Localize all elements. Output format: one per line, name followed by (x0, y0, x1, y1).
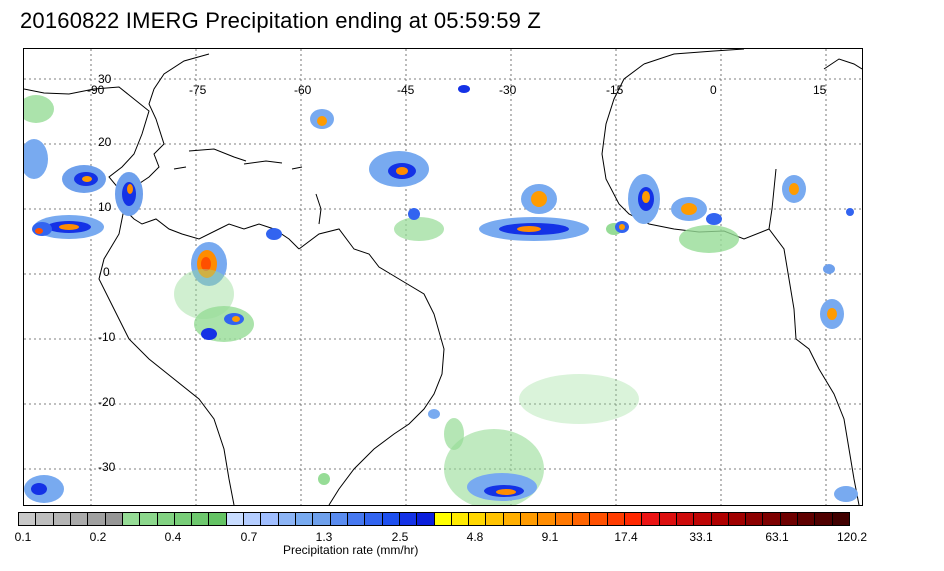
colorbar-tick: 0.1 (14, 530, 32, 544)
colorbar-swatch (244, 513, 262, 525)
colorbar-swatch (486, 513, 504, 525)
colorbar-swatch (728, 513, 747, 525)
colorbar-swatch (330, 513, 348, 525)
colorbar-swatch (573, 513, 591, 525)
colorbar-swatch (88, 513, 106, 525)
colorbar-swatch (434, 513, 452, 525)
colorbar-swatch (763, 513, 781, 525)
colorbar-tick: 0.7 (240, 530, 258, 544)
lat-label: 10 (98, 200, 112, 214)
colorbar-swatch (36, 513, 54, 525)
colorbar-tick: 17.4 (614, 530, 638, 544)
lat-label: 20 (98, 135, 112, 149)
colorbar-tick: 9.1 (541, 530, 559, 544)
lon-label: 15 (813, 83, 827, 97)
map-canvas: -90 -75 -60 -45 -30 -15 0 15 30 20 10 0 … (24, 49, 862, 505)
colorbar-title: Precipitation rate (mm/hr) (283, 543, 419, 557)
lat-label: -10 (98, 330, 116, 344)
colorbar-swatch (676, 513, 695, 525)
colorbar-tick: 1.3 (315, 530, 333, 544)
colorbar-swatch (503, 513, 522, 525)
colorbar-swatch (469, 513, 487, 525)
colorbar-swatch (19, 513, 37, 525)
latitude-labels: 30 20 10 0 -10 -20 -30 (98, 72, 116, 474)
colorbar-swatch (659, 513, 677, 525)
colorbar-tick-labels: 0.1 0.2 0.4 0.7 1.3 2.5 4.8 9.1 17.4 33.… (0, 530, 944, 546)
colorbar-swatch (209, 513, 227, 525)
colorbar-swatch (226, 513, 245, 525)
colorbar-swatch (122, 513, 141, 525)
lat-label: -30 (98, 460, 116, 474)
lat-label: -20 (98, 395, 116, 409)
colorbar-swatch (382, 513, 400, 525)
colorbar-swatch (347, 513, 366, 525)
lon-label: -30 (499, 83, 517, 97)
colorbar-swatch (192, 513, 210, 525)
colorbar-swatch (590, 513, 608, 525)
colorbar-swatch (521, 513, 539, 525)
colorbar-swatch (451, 513, 470, 525)
colorbar-swatch (157, 513, 175, 525)
colorbar-swatch (642, 513, 660, 525)
longitude-labels: -90 -75 -60 -45 -30 -15 0 15 (87, 83, 827, 97)
coastlines (24, 49, 862, 505)
colorbar-swatch (798, 513, 816, 525)
colorbar-swatch (711, 513, 729, 525)
lon-label: 0 (710, 83, 717, 97)
colorbar-tick: 33.1 (689, 530, 713, 544)
colorbar-swatch (174, 513, 193, 525)
colorbar-swatch (780, 513, 799, 525)
colorbar-tick: 2.5 (391, 530, 409, 544)
colorbar-swatch (746, 513, 764, 525)
lon-label: -45 (397, 83, 415, 97)
colorbar-swatch (624, 513, 643, 525)
colorbar-swatch (365, 513, 383, 525)
colorbar-swatch (53, 513, 71, 525)
colorbar (18, 512, 850, 526)
colorbar-tick: 63.1 (765, 530, 789, 544)
colorbar-swatch (105, 513, 123, 525)
lon-label: -15 (606, 83, 624, 97)
colorbar-swatch (815, 513, 833, 525)
graticule (24, 49, 862, 505)
colorbar-swatch (399, 513, 418, 525)
lon-label: -90 (87, 83, 105, 97)
page-title: 20160822 IMERG Precipitation ending at 0… (20, 8, 542, 33)
lat-label: 0 (103, 265, 110, 279)
colorbar-tick: 120.2 (836, 530, 868, 544)
colorbar-swatch (832, 513, 849, 525)
precipitation-map: -90 -75 -60 -45 -30 -15 0 15 30 20 10 0 … (23, 48, 863, 506)
colorbar-tick: 0.4 (164, 530, 182, 544)
colorbar-swatch (417, 513, 435, 525)
colorbar-tick: 0.2 (89, 530, 107, 544)
colorbar-swatch (607, 513, 625, 525)
colorbar-swatch (538, 513, 556, 525)
colorbar-swatch (313, 513, 331, 525)
lon-label: -60 (294, 83, 312, 97)
lon-label: -75 (189, 83, 207, 97)
colorbar-swatch (140, 513, 158, 525)
colorbar-tick: 4.8 (466, 530, 484, 544)
precipitation-cells (24, 85, 858, 505)
colorbar-swatch (555, 513, 573, 525)
colorbar-swatch (694, 513, 712, 525)
colorbar-swatch (296, 513, 314, 525)
colorbar-swatch (278, 513, 296, 525)
colorbar-swatch (261, 513, 279, 525)
lat-label: 30 (98, 72, 112, 86)
colorbar-swatch (70, 513, 89, 525)
